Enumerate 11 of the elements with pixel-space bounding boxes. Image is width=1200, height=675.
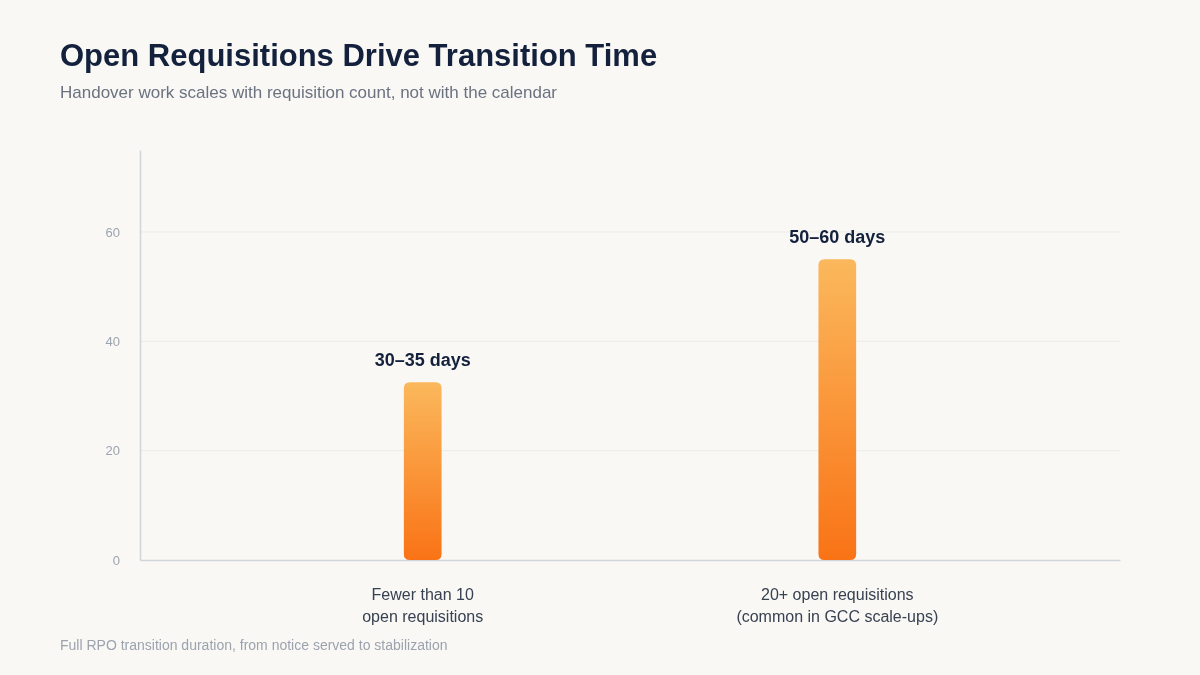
y-tick-label: 20: [105, 443, 120, 459]
data-label: 30–35 days: [374, 350, 471, 371]
y-tick-label: 60: [105, 224, 120, 240]
chart-subtitle: Handover work scales with requisition count, not with the calendar: [60, 83, 558, 102]
x-tick-label: 20+ open requisitions (common in GCC scale-ups): [736, 586, 939, 625]
data-label: 50–60 days: [789, 227, 886, 248]
y-tick-label: 0: [112, 552, 120, 568]
text: Full RPO transition duration, from notice served to stabilization: [60, 637, 448, 653]
y-tick-label: 40: [105, 333, 120, 349]
x-tick-label: Fewer than 10 open requisitions: [362, 586, 484, 625]
chart-title: Open Requisitions Drive Transition Time: [60, 38, 658, 73]
